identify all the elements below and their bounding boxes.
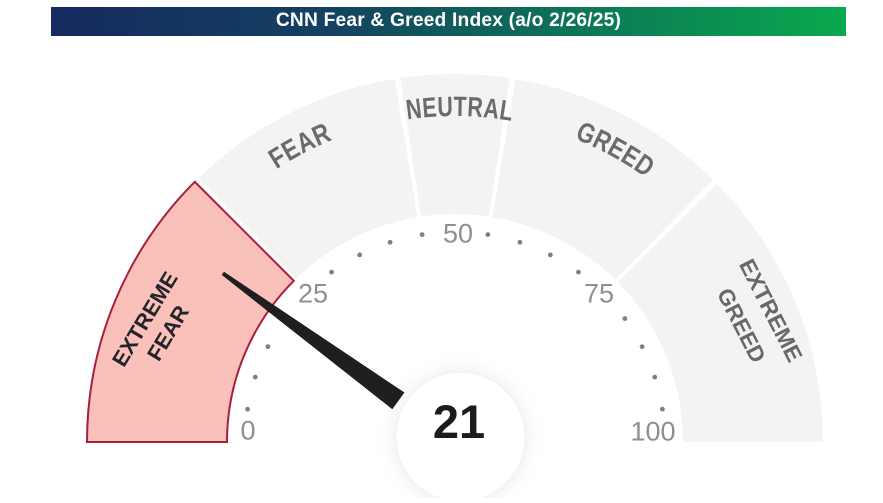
svg-text:0: 0 xyxy=(240,416,255,446)
svg-text:75: 75 xyxy=(584,279,614,309)
svg-text:25: 25 xyxy=(298,279,328,309)
svg-text:50: 50 xyxy=(443,219,473,249)
svg-text:21: 21 xyxy=(433,395,485,448)
svg-text:100: 100 xyxy=(630,417,675,447)
svg-text:NEUTRAL: NEUTRAL xyxy=(404,91,515,127)
